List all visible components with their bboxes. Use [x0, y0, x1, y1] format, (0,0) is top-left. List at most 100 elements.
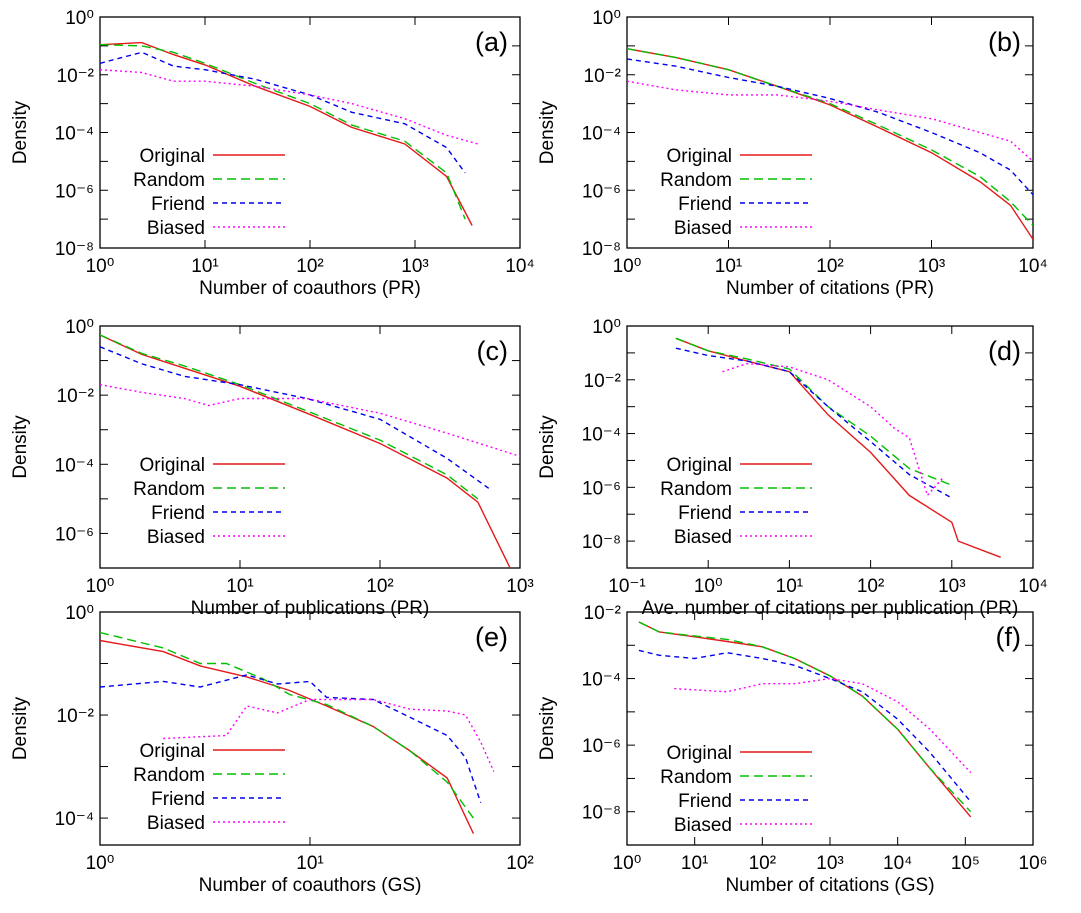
legend-label: Random	[660, 170, 732, 191]
series-line-original	[100, 334, 511, 568]
x-axis-label: Number of publications (PR)	[191, 598, 430, 619]
x-axis-label: Number of coauthors (GS)	[199, 875, 422, 896]
legend-label: Friend	[151, 789, 205, 810]
series-line-friend	[100, 51, 466, 174]
legend-label: Original	[667, 455, 732, 476]
y-tick-label: 10⁻⁶	[55, 181, 94, 202]
plot-frame	[626, 325, 1034, 569]
x-tick-label: 10⁰	[86, 256, 115, 277]
y-tick-label: 10⁻²	[584, 66, 622, 87]
legend-label: Original	[140, 455, 205, 476]
x-axis-label: Number of coauthors (PR)	[199, 278, 421, 299]
series-line-friend	[675, 347, 953, 499]
y-tick-label: 10⁻⁴	[55, 455, 94, 476]
y-tick-label: 10⁻⁶	[582, 736, 621, 757]
y-tick-label: 10⁻⁸	[582, 239, 621, 260]
plot-frame	[99, 325, 521, 569]
y-tick-label: 10⁻⁸	[55, 239, 94, 260]
panel: 10⁰ 10¹ 10² 10³ 10⁴ 10⁻⁸ 10⁻⁶ 10⁻⁴ 10⁻² 10⁰ Number…	[537, 8, 1048, 299]
panel: 10⁰ 10¹ 10² 10³ 10⁴ 10⁻⁸ 10⁻⁶ 10⁻⁴ 10⁻² 10⁰ Number…	[10, 8, 535, 299]
panel-label: (d)	[988, 336, 1021, 366]
y-tick-label: 10⁰	[592, 317, 621, 338]
x-tick-label: 10⁰	[86, 576, 115, 597]
series-line-random	[638, 621, 972, 813]
legend-label: Biased	[674, 815, 732, 836]
x-tick-label: 10¹	[226, 576, 253, 597]
panel-label: (c)	[477, 336, 508, 366]
series-line-friend	[100, 674, 482, 803]
x-tick-label: 10³	[506, 576, 533, 597]
series-line-biased	[100, 384, 520, 457]
legend-label: Friend	[151, 503, 205, 524]
x-tick-label: 10³	[938, 576, 965, 597]
y-tick-label: 10⁻⁴	[582, 670, 621, 691]
x-tick-label: 10⁰	[613, 256, 642, 277]
plot-frame	[99, 611, 521, 846]
x-tick-label: 10²	[857, 576, 884, 597]
y-tick-label: 10⁻⁶	[55, 524, 94, 545]
y-tick-label: 10⁻²	[57, 66, 95, 87]
series-line-random	[100, 631, 474, 819]
x-tick-label: 10⁻¹	[608, 576, 646, 597]
y-tick-label: 10⁻²	[584, 603, 622, 624]
series-line-random	[675, 337, 953, 486]
y-axis-label: Density	[537, 696, 558, 760]
x-tick-label: 10³	[401, 256, 428, 277]
y-axis-label: Density	[537, 100, 558, 164]
legend-label: Random	[133, 479, 205, 500]
x-tick-label: 10⁰	[694, 576, 723, 597]
x-axis-label: Number of citations (PR)	[726, 278, 934, 299]
panel: 10⁰ 10¹ 10² 10³ 10⁴ 10⁵ 10⁶ 10⁻⁸ 10⁻⁶ 10⁻⁴ 10⁻² Num…	[537, 603, 1047, 896]
legend-label: Original	[140, 741, 205, 762]
x-tick-label: 10¹	[776, 576, 803, 597]
y-tick-label: 10⁻⁴	[582, 124, 621, 145]
panel-label: (b)	[988, 27, 1021, 57]
x-tick-label: 10¹	[715, 256, 742, 277]
x-tick-label: 10⁴	[1018, 576, 1047, 597]
series-line-biased	[163, 698, 495, 772]
y-tick-label: 10⁰	[65, 8, 94, 29]
legend-label: Original	[140, 146, 205, 167]
y-tick-label: 10⁻⁸	[582, 803, 621, 824]
series-line-original	[675, 337, 1001, 558]
x-tick-label: 10⁴	[505, 256, 534, 277]
panel: 10⁻¹ 10⁰ 10¹ 10² 10³ 10⁴10⁻⁸10⁻⁶10⁻⁴10⁻²10⁰Av…	[537, 317, 1048, 619]
x-tick-label: 10⁰	[613, 853, 642, 874]
panel-label: (f)	[996, 622, 1021, 652]
legend-label: Random	[660, 767, 732, 788]
y-axis-label: Density	[10, 100, 31, 164]
legend-label: Friend	[678, 791, 732, 812]
legend-label: Biased	[147, 218, 205, 239]
y-axis-label: Density	[537, 415, 558, 479]
legend-label: Biased	[147, 813, 205, 834]
x-tick-label: 10⁴	[1018, 256, 1047, 277]
legend-label: Friend	[151, 194, 205, 215]
legend-label: Original	[667, 743, 732, 764]
y-tick-label: 10⁻⁸	[582, 532, 621, 553]
legend-label: Random	[133, 170, 205, 191]
legend-label: Friend	[678, 194, 732, 215]
series-line-random	[100, 44, 466, 220]
x-tick-label: 10⁰	[86, 853, 115, 874]
series-line-biased	[627, 80, 1033, 162]
legend-label: Original	[667, 146, 732, 167]
legend-label: Biased	[674, 218, 732, 239]
y-axis-label: Density	[10, 415, 31, 479]
y-tick-label: 10⁰	[65, 317, 94, 338]
y-tick-label: 10⁻⁴	[582, 425, 621, 446]
x-tick-label: 10³	[918, 256, 945, 277]
series-line-random	[627, 48, 1033, 226]
legend-label: Friend	[678, 503, 732, 524]
y-tick-label: 10⁻⁴	[55, 124, 94, 145]
x-tick-label: 10³	[816, 853, 843, 874]
x-tick-label: 10²	[296, 256, 323, 277]
x-tick-label: 10²	[816, 256, 843, 277]
series-line-original	[100, 639, 475, 834]
x-tick-label: 10²	[366, 576, 393, 597]
panel: 10⁰ 10¹ 10² 10³ 10⁻⁶ 10⁻⁴ 10⁻² 10⁰ Number of pub…	[10, 317, 534, 619]
x-tick-label: 10⁶	[1019, 853, 1048, 874]
x-tick-label: 10²	[749, 853, 776, 874]
x-axis-label: Ave. number of citations per publication…	[642, 598, 1019, 619]
x-axis-label: Number of citations (GS)	[725, 875, 934, 896]
